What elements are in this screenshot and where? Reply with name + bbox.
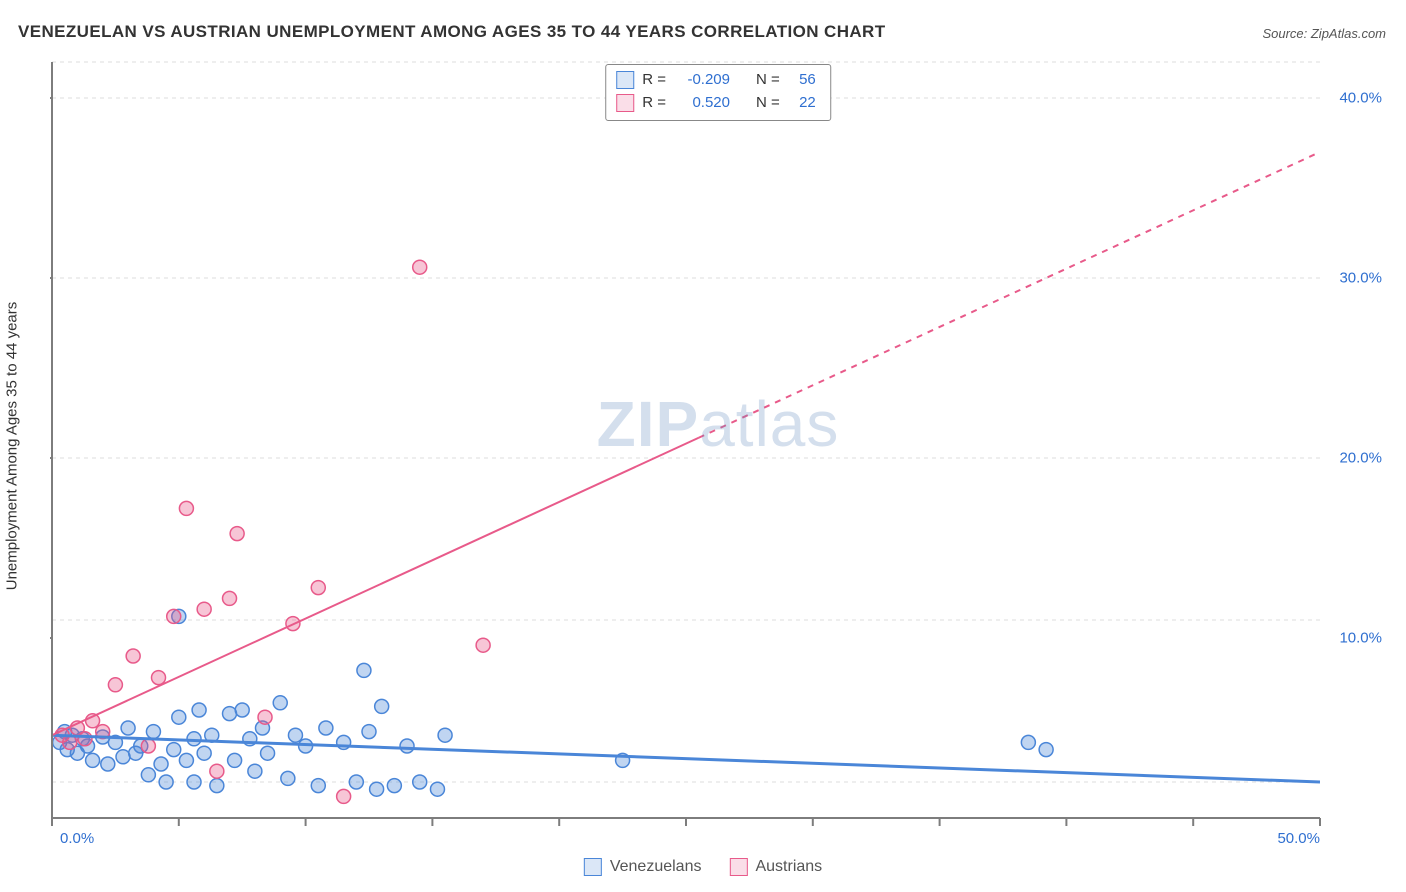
scatter-point [1039, 743, 1053, 757]
scatter-point [281, 771, 295, 785]
n-value: 22 [788, 92, 816, 115]
correlation-stats-box: R = -0.209 N = 56 R = 0.520 N = 22 [605, 64, 831, 121]
plot-area: ZIPatlas R =-0.209N =56R = 0.520N =22 10… [50, 60, 1386, 852]
n-label: N = [756, 69, 780, 92]
chart-container: VENEZUELAN VS AUSTRIAN UNEMPLOYMENT AMON… [0, 0, 1406, 892]
scatter-point [154, 757, 168, 771]
scatter-point [319, 721, 333, 735]
scatter-point [126, 649, 140, 663]
scatter-plot [50, 60, 1386, 852]
scatter-point [261, 746, 275, 760]
scatter-point [349, 775, 363, 789]
source-label: Source: ZipAtlas.com [1262, 26, 1386, 41]
scatter-point [311, 581, 325, 595]
scatter-point [108, 678, 122, 692]
trend-line [52, 735, 1320, 782]
y-tick-label: 30.0% [1339, 270, 1382, 287]
scatter-point [273, 696, 287, 710]
x-tick-label: 0.0% [60, 830, 94, 847]
y-tick-label: 20.0% [1339, 450, 1382, 467]
scatter-point [357, 663, 371, 677]
stat-row: R = -0.209 N = 56 [616, 69, 816, 92]
legend-item: Austrians [729, 858, 822, 876]
r-label: R = [642, 69, 666, 92]
series-swatch [616, 71, 634, 89]
series-swatch [616, 94, 634, 112]
scatter-point [187, 775, 201, 789]
scatter-point [430, 782, 444, 796]
legend-label: Austrians [755, 858, 822, 876]
scatter-point [311, 779, 325, 793]
scatter-point [1021, 735, 1035, 749]
scatter-point [179, 753, 193, 767]
scatter-point [146, 725, 160, 739]
y-tick-label: 10.0% [1339, 630, 1382, 647]
scatter-point [375, 699, 389, 713]
scatter-point [192, 703, 206, 717]
legend-label: Venezuelans [610, 858, 702, 876]
scatter-point [78, 732, 92, 746]
scatter-point [288, 728, 302, 742]
scatter-point [141, 739, 155, 753]
scatter-point [413, 775, 427, 789]
scatter-point [141, 768, 155, 782]
scatter-point [210, 764, 224, 778]
scatter-point [223, 591, 237, 605]
scatter-point [210, 779, 224, 793]
legend-swatch [584, 858, 602, 876]
y-tick-label: 40.0% [1339, 90, 1382, 107]
n-label: N = [756, 92, 780, 115]
scatter-point [370, 782, 384, 796]
trend-line-dashed [699, 152, 1320, 438]
scatter-point [337, 789, 351, 803]
scatter-point [116, 750, 130, 764]
trend-line [52, 438, 699, 735]
scatter-point [152, 671, 166, 685]
scatter-point [167, 743, 181, 757]
r-label: R = [642, 92, 666, 115]
scatter-point [387, 779, 401, 793]
r-value: -0.209 [674, 69, 730, 92]
scatter-point [121, 721, 135, 735]
scatter-point [235, 703, 249, 717]
y-axis-label: Unemployment Among Ages 35 to 44 years [4, 302, 21, 591]
scatter-point [101, 757, 115, 771]
scatter-point [159, 775, 173, 789]
scatter-point [400, 739, 414, 753]
legend-swatch [729, 858, 747, 876]
scatter-point [438, 728, 452, 742]
series-legend: Venezuelans Austrians [584, 858, 822, 876]
scatter-point [258, 710, 272, 724]
scatter-point [248, 764, 262, 778]
scatter-point [172, 710, 186, 724]
scatter-point [167, 609, 181, 623]
scatter-point [179, 501, 193, 515]
scatter-point [197, 602, 211, 616]
scatter-point [228, 753, 242, 767]
x-tick-label: 50.0% [1277, 830, 1320, 847]
scatter-point [86, 753, 100, 767]
scatter-point [413, 260, 427, 274]
scatter-point [223, 707, 237, 721]
r-value: 0.520 [674, 92, 730, 115]
scatter-point [230, 527, 244, 541]
chart-title: VENEZUELAN VS AUSTRIAN UNEMPLOYMENT AMON… [18, 22, 886, 42]
scatter-point [197, 746, 211, 760]
stat-row: R = 0.520 N = 22 [616, 92, 816, 115]
legend-item: Venezuelans [584, 858, 702, 876]
n-value: 56 [788, 69, 816, 92]
scatter-point [362, 725, 376, 739]
scatter-point [476, 638, 490, 652]
